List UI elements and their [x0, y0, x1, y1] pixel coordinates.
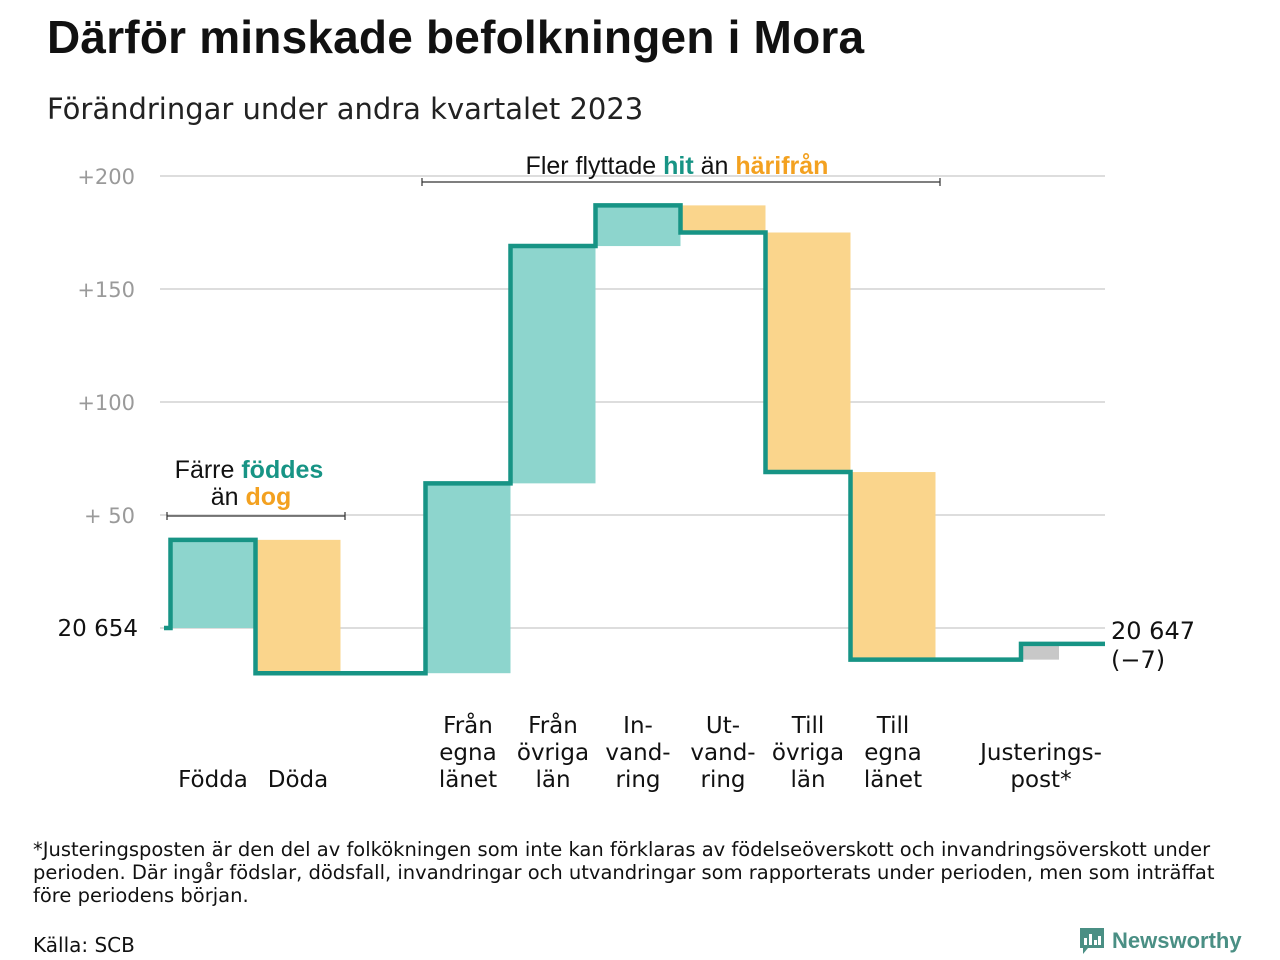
y-tick-label-100: +100: [77, 391, 135, 415]
x-category-label-4: In-vand-ring: [605, 713, 670, 793]
annotation-part-3: härifrån: [735, 152, 828, 180]
x-category-label-line: Från: [528, 711, 578, 739]
x-category-label-line: Till: [876, 713, 910, 739]
x-category-label-line: In-: [623, 713, 653, 739]
end-value-label: 20 647: [1111, 617, 1195, 645]
x-category-label-line: län: [535, 767, 570, 793]
start-value-label: 20 654: [58, 616, 138, 642]
waterfall-bar-4: [595, 205, 681, 247]
x-category-label-line: Till: [791, 713, 825, 739]
x-category-label-line: Ut-: [706, 713, 740, 739]
waterfall-bar-7: [850, 472, 936, 660]
annotation-migration: Fler flyttade hit än härifrån: [526, 152, 829, 180]
x-category-label-line: ring: [615, 767, 660, 793]
x-category-label-7: Till egna länet: [864, 713, 922, 793]
x-category-label-line: egna: [439, 740, 496, 766]
cumulative-step-line: [164, 203, 1105, 676]
source-label: Källa: SCB: [33, 933, 135, 957]
annotation-highlight-fodd: föddes: [241, 456, 323, 484]
x-category-label-line: vand-: [605, 740, 670, 766]
x-category-label-5: Ut-vand-ring: [690, 713, 755, 793]
x-category-label-1: Döda: [268, 767, 328, 793]
x-category-label-line: egna: [864, 740, 921, 766]
x-category-label-line: Från: [443, 711, 493, 739]
x-category-label-2: Från egna länet: [439, 711, 497, 793]
x-category-label-line: ring: [700, 767, 745, 793]
annotation-birth-line1: Färre föddes: [175, 456, 324, 484]
footnote: *Justeringsposten är den del av folkökni…: [33, 838, 1215, 907]
waterfall-bar-0: [170, 539, 256, 628]
annotation-birth-line2: än dog: [211, 483, 292, 511]
x-category-label-6: Till övriga län: [772, 713, 844, 793]
waterfall-bar-5: [680, 205, 766, 233]
waterfall-bar-1: [255, 539, 341, 674]
annotation-highlight-dog: dog: [245, 483, 291, 511]
x-category-label-line: Justerings-: [978, 740, 1102, 766]
x-category-label-line: länet: [439, 767, 497, 793]
chart-subtitle: Förändringar under andra kvartalet 2023: [47, 92, 644, 126]
x-category-label-line: länet: [864, 767, 922, 793]
x-category-label-line: Födda: [178, 767, 248, 793]
annotation-part-1: hit: [663, 152, 694, 180]
annotation-part-0: Fler flyttade: [526, 152, 664, 180]
x-category-label-line: vand-: [690, 740, 755, 766]
x-category-label-line: län: [790, 767, 825, 793]
waterfall-chart: +200 +150 +100 + 50 20 654 20 647(−7) Födda Död…: [58, 152, 1195, 793]
annotation-text: än: [211, 483, 246, 511]
annotation-part-2: än: [694, 152, 736, 180]
x-category-label-3: Från övriga län: [517, 711, 589, 793]
brand-logo: Newsworthy: [1080, 928, 1242, 954]
x-category-label-line: övriga: [517, 740, 589, 766]
waterfall-bar-6: [765, 232, 851, 473]
newsworthy-icon: [1080, 928, 1104, 954]
x-category-label-line: post*: [1010, 767, 1071, 793]
x-category-label-line: Döda: [268, 767, 328, 793]
end-change-label: (−7): [1111, 646, 1165, 674]
brand-name: Newsworthy: [1112, 928, 1242, 953]
chart-title: Därför minskade befolkningen i Mora: [47, 11, 865, 63]
y-tick-label-150: +150: [77, 278, 135, 302]
waterfall-bar-8: [1023, 643, 1059, 660]
waterfall-bar-3: [510, 246, 596, 484]
x-category-label-0: Födda: [178, 767, 248, 793]
x-category-label-line: övriga: [772, 740, 844, 766]
waterfall-bar-2: [425, 483, 511, 674]
x-category-label-8: Justerings-post*: [978, 740, 1102, 793]
annotation-text: Färre: [175, 456, 242, 484]
y-tick-label-50: + 50: [84, 504, 135, 528]
y-tick-label-200: +200: [77, 165, 135, 189]
